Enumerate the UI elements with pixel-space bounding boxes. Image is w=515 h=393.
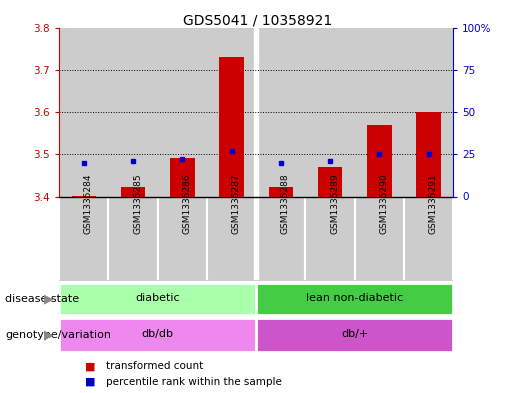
- FancyBboxPatch shape: [59, 196, 109, 281]
- FancyBboxPatch shape: [59, 318, 256, 352]
- Bar: [268, 187, 293, 196]
- Text: transformed count: transformed count: [106, 361, 203, 371]
- FancyBboxPatch shape: [158, 196, 207, 281]
- Text: percentile rank within the sample: percentile rank within the sample: [106, 377, 282, 387]
- Text: lean non-diabetic: lean non-diabetic: [306, 293, 403, 303]
- Text: GSM1335287: GSM1335287: [232, 173, 241, 233]
- Bar: [121, 187, 145, 196]
- Bar: [170, 158, 195, 196]
- Text: GSM1335286: GSM1335286: [182, 173, 192, 233]
- FancyBboxPatch shape: [109, 196, 158, 281]
- FancyBboxPatch shape: [404, 196, 453, 281]
- Bar: [207, 28, 256, 196]
- Text: genotype/variation: genotype/variation: [5, 330, 111, 340]
- Text: GDS5041 / 10358921: GDS5041 / 10358921: [183, 14, 332, 28]
- FancyBboxPatch shape: [59, 283, 256, 314]
- Bar: [256, 28, 305, 196]
- Bar: [404, 28, 453, 196]
- Bar: [305, 28, 355, 196]
- Text: ▶: ▶: [44, 292, 54, 305]
- FancyBboxPatch shape: [256, 318, 453, 352]
- Bar: [318, 167, 342, 196]
- Bar: [355, 28, 404, 196]
- Text: GSM1335284: GSM1335284: [84, 173, 93, 233]
- Text: GSM1335288: GSM1335288: [281, 173, 290, 233]
- Bar: [59, 28, 109, 196]
- Text: diabetic: diabetic: [135, 293, 180, 303]
- Text: ■: ■: [85, 377, 95, 387]
- FancyBboxPatch shape: [256, 283, 453, 314]
- Bar: [109, 28, 158, 196]
- Bar: [367, 125, 391, 196]
- Bar: [158, 28, 207, 196]
- Text: ■: ■: [85, 361, 95, 371]
- Bar: [254, 28, 258, 196]
- Bar: [219, 57, 244, 196]
- Text: disease state: disease state: [5, 294, 79, 304]
- Text: GSM1335291: GSM1335291: [428, 173, 438, 233]
- FancyBboxPatch shape: [355, 196, 404, 281]
- Bar: [416, 112, 441, 196]
- Bar: [254, 196, 258, 281]
- Text: db/db: db/db: [142, 329, 174, 339]
- Text: GSM1335285: GSM1335285: [133, 173, 142, 233]
- FancyBboxPatch shape: [305, 196, 355, 281]
- Text: GSM1335290: GSM1335290: [380, 173, 388, 233]
- Text: ▶: ▶: [44, 329, 54, 342]
- FancyBboxPatch shape: [256, 196, 305, 281]
- Text: GSM1335289: GSM1335289: [330, 173, 339, 233]
- FancyBboxPatch shape: [207, 196, 256, 281]
- Text: db/+: db/+: [341, 329, 368, 339]
